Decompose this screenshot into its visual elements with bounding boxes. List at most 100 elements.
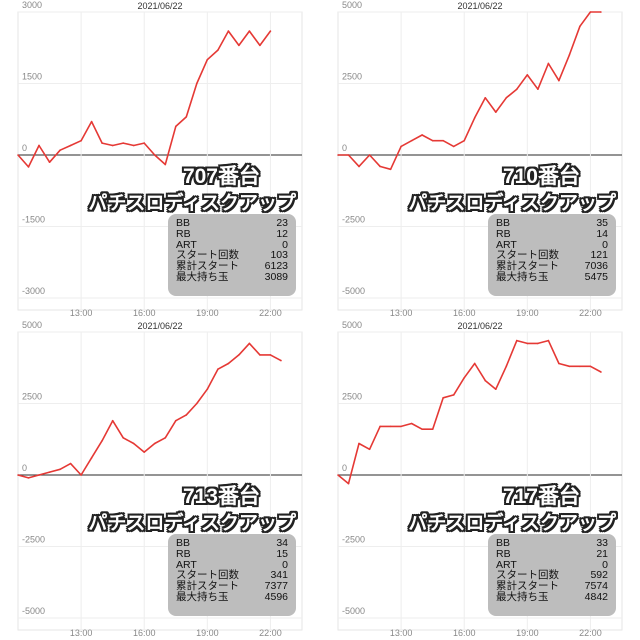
stat-value: 14 <box>596 227 608 240</box>
stat-label: RB <box>176 547 191 560</box>
x-tick-label: 22:00 <box>259 628 282 638</box>
data-point <box>153 154 156 156</box>
data-point <box>143 451 146 453</box>
data-point <box>473 362 476 365</box>
stat-row: 累計スタート 6123 <box>176 261 288 272</box>
data-point <box>337 474 339 476</box>
y-tick-label: -1500 <box>22 215 45 225</box>
data-point <box>368 448 371 451</box>
data-point <box>589 11 592 13</box>
y-tick-label: -2500 <box>22 535 45 545</box>
stat-label: ART <box>176 558 197 571</box>
stat-label: 最大持ち玉 <box>176 270 229 283</box>
data-point <box>452 145 455 148</box>
data-point <box>589 365 592 368</box>
data-point <box>473 117 476 119</box>
data-point <box>516 88 518 91</box>
data-point <box>90 120 93 123</box>
x-tick-label: 22:00 <box>579 628 602 638</box>
data-point <box>143 142 146 144</box>
y-tick-label: -3000 <box>22 286 45 296</box>
data-point <box>69 462 72 465</box>
stat-value: 103 <box>270 249 288 262</box>
machine-number: 707番台 <box>182 165 260 188</box>
data-point <box>111 144 114 147</box>
data-point <box>111 419 114 422</box>
data-point <box>516 339 518 342</box>
stat-label: ART <box>176 238 197 251</box>
stat-label: BB <box>176 537 191 549</box>
y-tick-label: 2500 <box>22 392 42 402</box>
x-tick-label: 13:00 <box>70 628 93 638</box>
data-point <box>164 437 167 439</box>
stat-value: 33 <box>596 537 608 549</box>
data-point <box>347 154 350 156</box>
data-point <box>269 30 272 32</box>
stat-value: 0 <box>282 238 288 251</box>
data-point <box>547 339 550 342</box>
machine-model: パチスロディスクアップ <box>408 193 616 214</box>
stat-row: RB 15 <box>176 547 288 560</box>
data-point <box>101 439 103 442</box>
data-point <box>347 482 350 485</box>
y-tick-label: -5000 <box>342 286 365 296</box>
data-point <box>259 44 261 47</box>
series-line <box>338 11 601 171</box>
x-tick-label: 19:00 <box>196 308 219 318</box>
stat-value: 7377 <box>264 580 288 593</box>
data-point <box>442 139 444 142</box>
data-point <box>27 166 30 168</box>
data-point <box>132 442 135 445</box>
stat-label: 累計スタート <box>176 580 239 593</box>
stat-row: スタート回数 341 <box>176 570 288 581</box>
data-point <box>442 396 444 399</box>
data-point <box>579 365 581 368</box>
y-tick-label: -2500 <box>342 535 365 545</box>
data-point <box>248 30 251 32</box>
y-tick-label: 5000 <box>342 320 362 330</box>
stat-value: 592 <box>590 569 608 582</box>
data-point <box>368 154 371 156</box>
data-point <box>547 62 550 65</box>
x-tick-label: 16:00 <box>453 308 476 318</box>
data-point <box>537 88 539 91</box>
data-point <box>410 139 413 142</box>
data-point <box>38 144 40 147</box>
stat-row: RB 21 <box>496 547 608 560</box>
chart-panel-3: 2021/06/22 5000 2500 0 -2500 -5000 13:00 16:00 1… <box>0 320 320 640</box>
y-tick-label: 3000 <box>22 0 42 10</box>
machine-model: パチスロディスクアップ <box>408 513 616 534</box>
data-point <box>337 154 339 156</box>
data-point <box>600 11 602 13</box>
y-tick-label: 0 <box>22 143 27 153</box>
stat-label: RB <box>496 227 511 240</box>
data-point <box>227 30 230 32</box>
stat-label: ART <box>496 238 517 251</box>
stat-value: 21 <box>596 547 608 560</box>
x-tick-label: 13:00 <box>390 308 413 318</box>
stat-label: 累計スタート <box>496 260 559 273</box>
x-tick-label: 16:00 <box>133 308 156 318</box>
data-point <box>484 97 487 99</box>
stat-row: スタート回数 103 <box>176 250 288 261</box>
data-point <box>48 471 51 473</box>
stat-row: 最大持ち玉 3089 <box>176 272 288 283</box>
stat-row: 最大持ち玉 5475 <box>496 272 608 283</box>
data-point <box>174 125 177 128</box>
data-point <box>484 379 487 382</box>
stat-row: BB 34 <box>176 538 288 549</box>
stat-label: スタート回数 <box>176 569 239 582</box>
data-point <box>206 388 209 390</box>
y-tick-label: -5000 <box>342 606 365 616</box>
y-tick-label: 2500 <box>342 392 362 402</box>
machine-number: 713番台 <box>182 485 260 508</box>
stat-label: 最大持ち玉 <box>496 590 549 603</box>
data-point <box>568 365 571 368</box>
data-point <box>558 79 560 82</box>
x-tick-label: 16:00 <box>133 628 156 638</box>
data-point <box>600 371 602 373</box>
chart-date: 2021/06/22 <box>137 1 182 11</box>
stat-row: ART 0 <box>496 559 608 571</box>
data-point <box>48 161 51 163</box>
